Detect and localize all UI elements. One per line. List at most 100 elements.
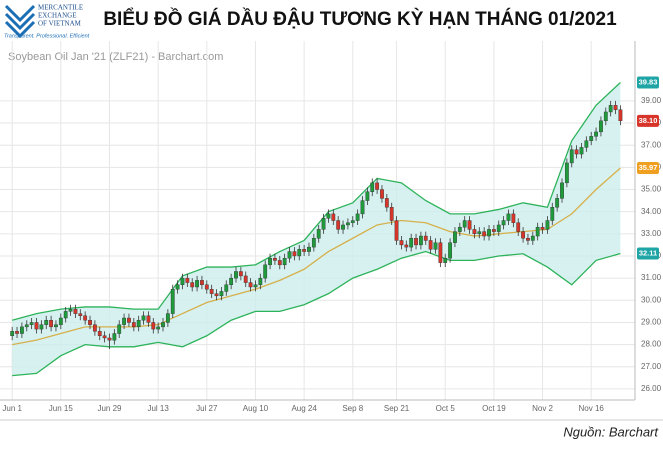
title: BIỂU ĐỒ GIÁ DẦU ĐẬU TƯƠNG KỲ HẠN THÁNG 0… [103, 8, 617, 30]
candle-body [248, 282, 253, 288]
band-line [12, 167, 621, 346]
candle-body [229, 277, 234, 285]
price-tag-label: 39.83 [639, 77, 658, 86]
candle-body [365, 191, 370, 201]
candle-body [584, 140, 589, 148]
y-tick-label: 37.00 [641, 140, 662, 149]
candle-body [190, 282, 195, 288]
candle-body [302, 249, 307, 252]
candle-body [19, 326, 24, 334]
candle-body [346, 222, 350, 226]
x-tick-label: Jul 27 [196, 404, 218, 413]
x-tick-label: Jun 1 [2, 404, 22, 413]
candle-body [530, 235, 535, 241]
logo-text: MERCANTILE [38, 4, 83, 12]
candle-body [360, 200, 365, 215]
candle-body [613, 105, 618, 110]
candle-body [297, 249, 302, 257]
candle-body [516, 222, 521, 232]
logo-text: EXCHANGE [38, 12, 77, 20]
candle-body [341, 224, 345, 230]
candle-body [146, 315, 151, 323]
candle-body [238, 271, 243, 277]
price-tag-label: 38.10 [639, 116, 658, 125]
x-tick-label: Oct 5 [436, 404, 456, 413]
price-tag [637, 247, 659, 260]
candle-body [326, 213, 331, 219]
y-tick-label: 26.00 [641, 384, 662, 393]
candle-body [555, 198, 560, 208]
candle-body [277, 260, 282, 266]
x-tick-label: Sep 8 [342, 404, 363, 413]
candle-body [209, 289, 214, 294]
candle-body [526, 238, 530, 241]
candle-body [112, 333, 117, 341]
x-tick-label: Jul 13 [147, 404, 169, 413]
candle-body [273, 257, 277, 261]
candle-body [414, 238, 418, 246]
candle-body [574, 149, 579, 155]
candle-body [204, 284, 209, 290]
logo: MERCANTILE EXCHANGE OF VIETNAM Transpare… [4, 4, 90, 40]
candle-body [564, 162, 569, 184]
candle-body [462, 220, 467, 228]
candle-body [545, 220, 550, 230]
candle-body [550, 207, 555, 221]
x-tick-label: Oct 19 [482, 404, 506, 413]
candle-body [161, 322, 165, 328]
candle-body [487, 229, 491, 237]
candle-body [34, 322, 39, 330]
candle-body [594, 131, 598, 137]
candle-body [258, 277, 263, 285]
band-fill [12, 82, 621, 376]
candle-body [97, 331, 102, 336]
candle-body [24, 324, 29, 328]
candle-body [350, 220, 355, 223]
candle-body [195, 280, 199, 288]
candle-body [477, 231, 482, 235]
candle-body [15, 331, 19, 334]
candle-body [92, 324, 97, 332]
candle-body [307, 246, 311, 252]
candle-body [185, 277, 190, 283]
candle-body [156, 326, 161, 330]
x-tick-label: Aug 24 [291, 404, 317, 413]
candle-body [482, 231, 487, 237]
candle-body [496, 224, 501, 232]
y-tick-label: 34.00 [641, 207, 662, 216]
logo-text: OF VIETNAM [38, 20, 82, 28]
candle-body [10, 331, 15, 336]
price-tag-label: 35.97 [639, 163, 658, 172]
candle-body [214, 293, 219, 297]
candle-body [107, 337, 112, 341]
candle-body [331, 213, 336, 221]
candle-body [200, 280, 204, 285]
candle-body [404, 244, 409, 248]
candle-body [88, 320, 92, 325]
candle-body [29, 322, 34, 325]
candle-body [589, 136, 594, 141]
candle-body [472, 229, 477, 235]
y-tick-label: 28.00 [641, 340, 662, 349]
y-tick-label: 27.00 [641, 362, 662, 371]
candle-body [180, 277, 185, 285]
candle-body [428, 240, 433, 250]
price-tag [637, 114, 659, 127]
candle-body [438, 242, 443, 263]
candle-body [394, 220, 399, 241]
x-tick-label: Jun 29 [97, 404, 122, 413]
candle-body [409, 238, 414, 248]
candle-body [618, 109, 623, 122]
candle-body [63, 311, 68, 319]
candle-body [540, 226, 545, 230]
candle-body [560, 182, 564, 199]
candle-body [433, 242, 438, 250]
candle-body [443, 257, 448, 263]
logo-icon [4, 4, 36, 39]
candle-body [58, 317, 63, 325]
candle-body [608, 105, 613, 113]
subtitle: Soybean Oil Jan '21 (ZLF21) - Barchart.c… [8, 51, 223, 63]
candle-body [511, 213, 516, 223]
candle-body [311, 238, 316, 248]
